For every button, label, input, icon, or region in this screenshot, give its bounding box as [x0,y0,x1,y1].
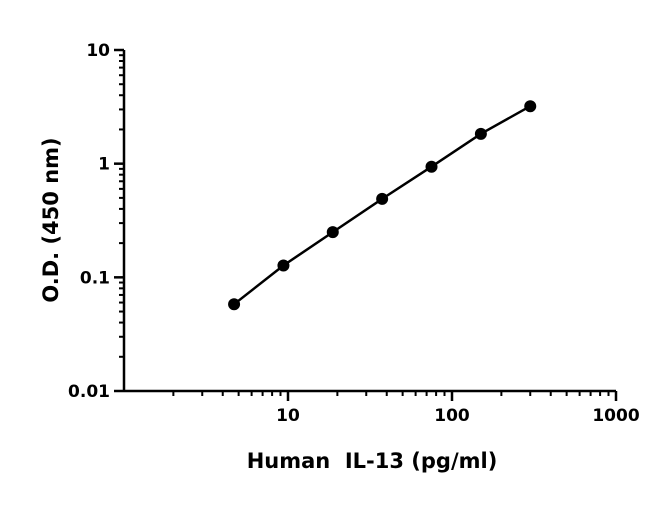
x-tick-label: 100 [434,406,470,426]
y-axis-title: O.D. (450 nm) [39,137,63,302]
data-point [277,259,290,272]
data-point [376,192,389,205]
data-point [474,127,487,140]
data-point [425,160,438,173]
x-axis-title: Human IL-13 (pg/ml) [247,449,498,473]
y-tick-label: 0.1 [80,268,110,288]
data-series [228,100,537,311]
data-point [326,226,339,239]
x-tick-label: 1000 [592,406,639,426]
y-tick-label: 10 [86,41,110,61]
y-tick-label: 0.01 [68,382,110,402]
data-point [228,298,241,311]
x-tick-label: 10 [276,406,300,426]
y-axis: 0.01 0.1 1 10 [68,41,126,402]
x-axis: 10 100 1000 [124,389,640,426]
y-tick-label: 1 [98,155,110,175]
data-point [524,100,537,113]
